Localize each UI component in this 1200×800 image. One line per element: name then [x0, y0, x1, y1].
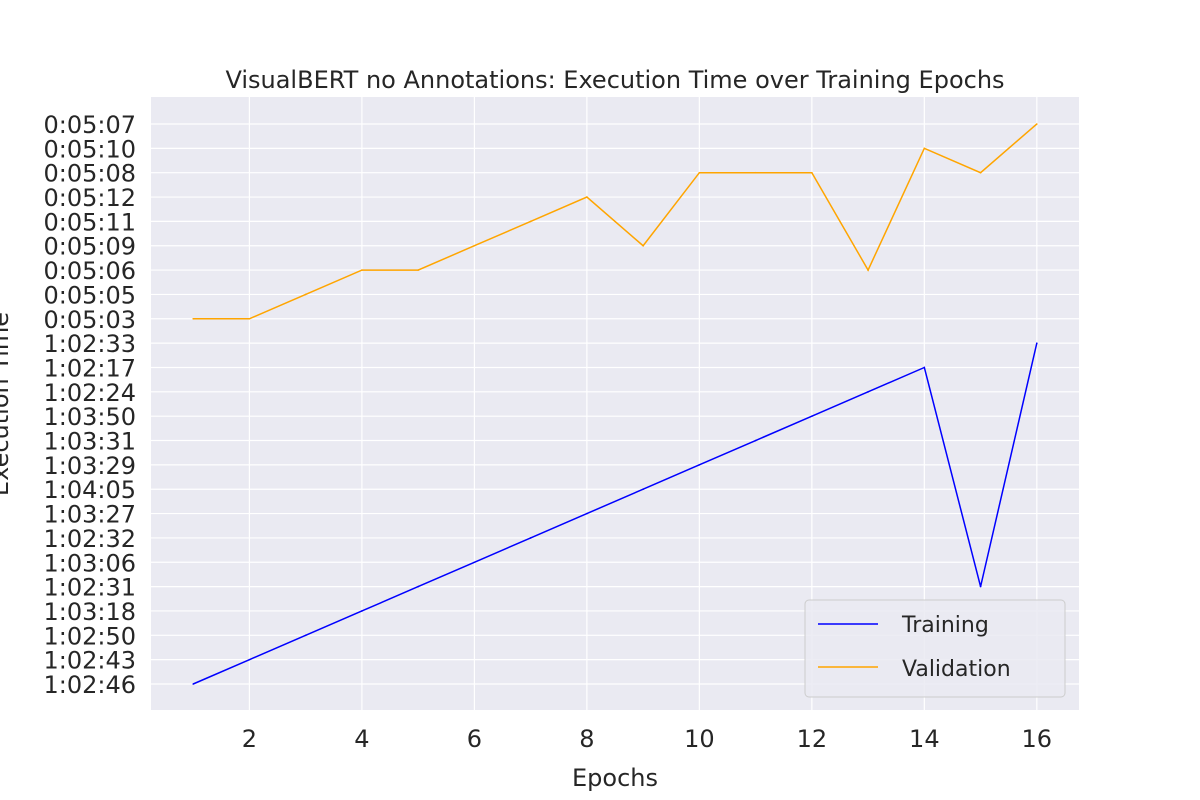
y-tick-label-20: 0:05:12 — [43, 184, 136, 212]
point-validation-15 — [979, 171, 982, 174]
point-validation-6 — [473, 244, 476, 247]
legend: Training Validation — [804, 599, 1066, 698]
x-tick-label-6: 6 — [467, 725, 482, 753]
point-training-11 — [754, 439, 757, 442]
y-tick-label-0: 1:02:46 — [43, 671, 136, 699]
point-training-2 — [248, 658, 251, 661]
x-tick-label-4: 4 — [354, 725, 369, 753]
y-tick-label-2: 1:02:50 — [43, 622, 136, 650]
y-tick-label-15: 0:05:03 — [43, 306, 136, 334]
x-tick-label-2: 2 — [242, 725, 257, 753]
y-axis-label: Execution Time — [0, 312, 14, 496]
point-training-15 — [979, 585, 982, 588]
y-tick-label-17: 0:05:06 — [43, 257, 136, 285]
x-tick-labels: 2 4 6 8 10 12 14 16 — [242, 725, 1052, 753]
y-tick-label-10: 1:03:31 — [43, 428, 136, 456]
y-tick-label-19: 0:05:11 — [43, 208, 136, 236]
y-tick-label-12: 1:02:24 — [43, 379, 136, 407]
point-validation-2 — [248, 317, 251, 320]
point-validation-4 — [361, 269, 363, 271]
y-tick-label-13: 1:02:17 — [43, 354, 136, 382]
legend-label-validation: Validation — [902, 657, 1011, 682]
point-training-7 — [529, 537, 532, 539]
point-training-9 — [642, 488, 644, 491]
y-tick-label-9: 1:03:29 — [43, 452, 136, 480]
point-training-10 — [698, 464, 701, 466]
y-tick-label-8: 1:04:05 — [43, 476, 136, 504]
point-validation-7 — [529, 220, 532, 223]
y-tick-label-11: 1:03:50 — [43, 403, 136, 431]
y-tick-label-14: 1:02:33 — [43, 330, 136, 358]
point-validation-10 — [698, 171, 701, 174]
point-training-5 — [417, 585, 419, 588]
point-validation-14 — [923, 147, 926, 150]
chart-title: VisualBERT no Annotations: Execution Tim… — [225, 66, 1004, 94]
y-tick-label-3: 1:03:18 — [43, 598, 136, 626]
series-lines — [192, 123, 1038, 685]
line-validation — [193, 123, 1038, 320]
y-tick-label-1: 1:02:43 — [43, 647, 136, 675]
y-tick-label-18: 0:05:09 — [43, 233, 136, 261]
point-validation-9 — [642, 244, 644, 247]
point-training-16 — [1036, 342, 1038, 344]
point-training-4 — [361, 610, 363, 612]
point-training-6 — [473, 561, 476, 564]
x-axis-label: Epochs — [572, 764, 658, 792]
point-training-8 — [586, 512, 588, 515]
y-tick-label-16: 0:05:05 — [43, 281, 136, 309]
point-validation-5 — [417, 269, 419, 271]
point-training-12 — [811, 415, 813, 417]
point-validation-1 — [192, 317, 194, 320]
y-tick-label-22: 0:05:10 — [43, 135, 136, 163]
y-tick-label-21: 0:05:08 — [43, 160, 136, 188]
y-tick-label-5: 1:03:06 — [43, 549, 136, 577]
x-tick-label-16: 16 — [1022, 725, 1053, 753]
point-training-14 — [923, 366, 926, 369]
point-training-1 — [192, 683, 194, 685]
point-training-13 — [867, 391, 869, 393]
y-tick-label-7: 1:03:27 — [43, 501, 136, 529]
point-validation-16 — [1036, 123, 1038, 125]
y-tick-label-4: 1:02:31 — [43, 574, 136, 602]
x-tick-label-8: 8 — [579, 725, 594, 753]
point-validation-13 — [867, 269, 869, 271]
x-tick-label-10: 10 — [684, 725, 715, 753]
x-tick-label-14: 14 — [909, 725, 940, 753]
point-training-3 — [304, 634, 307, 637]
point-validation-12 — [811, 171, 813, 174]
x-tick-label-12: 12 — [797, 725, 828, 753]
line-training — [192, 342, 1038, 685]
point-validation-3 — [304, 293, 307, 296]
y-tick-label-23: 0:05:07 — [43, 111, 136, 139]
legend-label-training: Training — [901, 613, 989, 638]
point-validation-8 — [586, 196, 588, 198]
y-tick-labels: 1:02:461:02:431:02:501:03:181:02:311:03:… — [43, 111, 136, 699]
point-validation-11 — [754, 171, 757, 174]
y-tick-label-6: 1:02:32 — [43, 525, 136, 553]
